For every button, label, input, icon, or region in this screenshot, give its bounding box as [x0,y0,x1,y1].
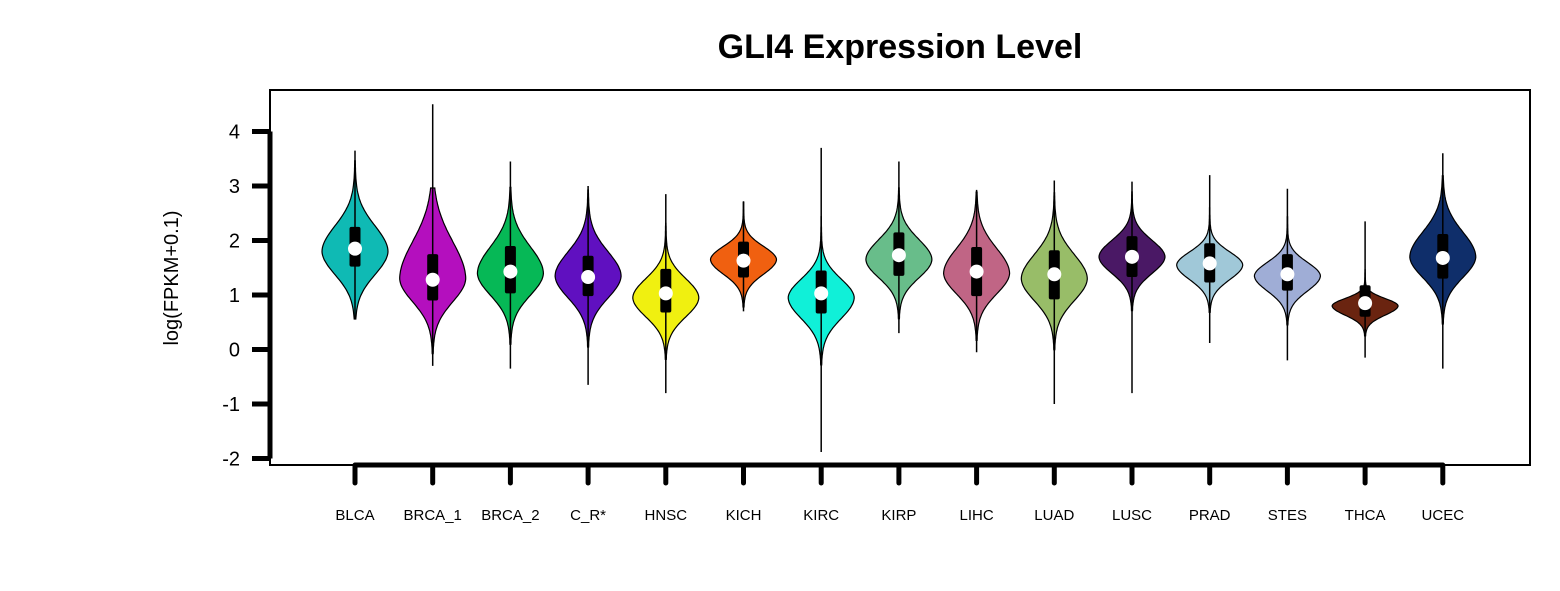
violin-median-point [503,264,518,279]
violin-median-point [1125,249,1139,264]
violin-median-point [581,270,596,285]
violin-median-point [736,253,751,268]
violin-median-point [1202,256,1217,271]
x-tick-label: BRCA_1 [404,507,462,524]
x-tick-label: C_R* [570,507,606,524]
y-tick-label: 4 [229,122,240,144]
y-tick-label: 2 [229,231,240,253]
violin-median-point [891,248,906,263]
x-tick-label: BRCA_2 [481,507,539,524]
y-axis-label: log(FPKM+0.1) [161,210,183,345]
x-tick-label: BLCA [335,507,374,524]
x-tick-label: HNSC [645,507,688,524]
y-tick-label: 0 [229,340,240,362]
chart-title: GLI4 Expression Level [718,28,1083,66]
violin-median-point [1358,296,1373,311]
x-tick-label: LUSC [1112,507,1152,524]
x-tick-label: THCA [1345,507,1386,524]
violin-median-point [1047,267,1062,282]
y-tick-label: -1 [222,394,240,416]
violin-median-point [1435,250,1450,265]
x-tick-label: PRAD [1189,507,1231,524]
y-tick-label: 3 [229,176,240,198]
violin-median-point [969,264,984,279]
violin-median-point [348,241,362,256]
x-tick-label: UCEC [1422,507,1465,524]
axes-group: 4 3 2 1 0 -1 -2 BLCA BRCA_1 BRCA_2 C_R* HNSC KICH KIR… [222,122,1464,525]
violin-median-point [814,286,829,301]
x-tick-label: STES [1268,507,1307,524]
y-tick-label: 1 [229,285,240,307]
violin-median-point [1280,267,1295,282]
y-tick-label: -2 [222,449,240,471]
x-tick-label: LIHC [960,507,994,524]
x-tick-label: KIRC [803,507,839,524]
violin-median-point [425,272,440,287]
x-tick-label: KIRP [881,507,916,524]
violin-median-point [658,286,673,301]
violins-group [321,104,1477,452]
x-tick-label: KICH [726,507,762,524]
x-tick-label: LUAD [1034,507,1074,524]
